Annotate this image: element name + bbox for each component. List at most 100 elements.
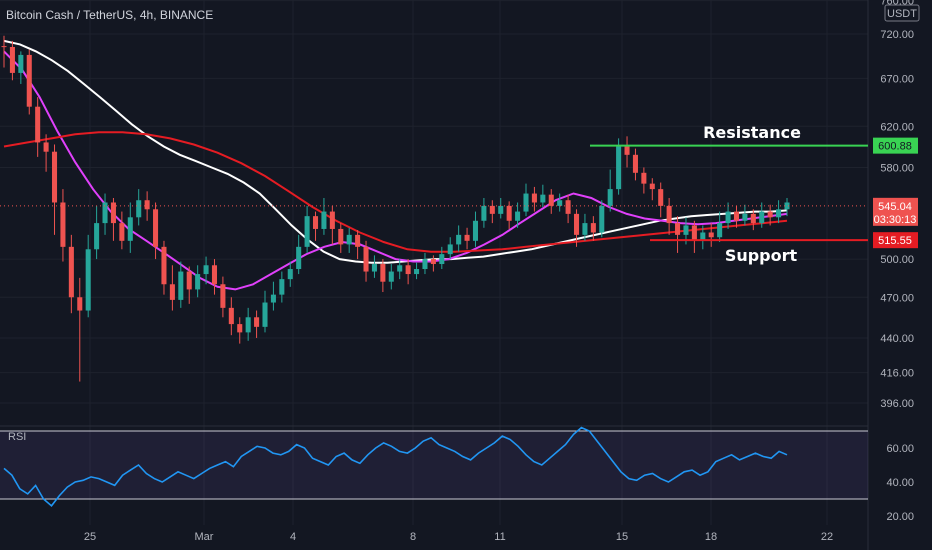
moving-average-line (3, 50, 788, 291)
candle-body (9, 46, 15, 73)
candles (1, 35, 790, 382)
last-price-text: 545.04 (878, 201, 912, 213)
price-tick-label: 620.00 (880, 121, 914, 133)
candle-body (784, 202, 790, 210)
rsi-label: RSI (8, 431, 26, 443)
candle-body (776, 209, 782, 218)
candle-body (632, 154, 638, 173)
price-tick-label: 760.00 (880, 0, 914, 8)
time-tick-label: 4 (290, 531, 296, 543)
support-label: Support (725, 246, 798, 265)
candle-body (489, 205, 495, 214)
candle-body (144, 200, 150, 210)
price-axis[interactable]: 760.00 720.00 670.00 620.00 580.00 500.00 470.… (873, 0, 918, 523)
candle-body (607, 189, 613, 206)
candle-body (211, 265, 218, 285)
candle-body (1, 46, 7, 48)
candle-body (481, 205, 487, 221)
candle-body (346, 234, 352, 245)
time-tick-label: 8 (410, 531, 416, 543)
candle-body (767, 211, 773, 218)
support-price-tag (873, 232, 918, 249)
candle-body (641, 172, 647, 184)
candle-body (565, 200, 571, 214)
candle-body (85, 249, 91, 311)
candle-body (43, 142, 49, 152)
countdown-text: 03:30:13 (874, 214, 917, 226)
rsi-tick-label: 40.00 (886, 477, 914, 489)
currency-badge-box[interactable] (884, 4, 920, 22)
candle-body (405, 265, 411, 275)
candle-body (658, 189, 664, 206)
candle-body (649, 183, 655, 190)
candle-body (733, 211, 740, 221)
price-tick-label: 670.00 (880, 73, 914, 85)
candle-body (548, 194, 554, 206)
candle-body (228, 307, 234, 325)
rsi-tick-label: 20.00 (886, 511, 914, 523)
candle-body (254, 317, 260, 327)
candle-body (388, 271, 394, 282)
candle-body (691, 225, 697, 241)
levels: Resistance Support (0, 123, 868, 265)
candle-body (312, 216, 319, 229)
candle-body (102, 202, 108, 224)
rsi-line (3, 426, 788, 507)
candle-body (666, 205, 672, 224)
candle-body (624, 146, 630, 155)
candle-body (237, 324, 243, 333)
candle-body (414, 269, 420, 275)
candle-body (321, 211, 327, 229)
candle-body (447, 244, 453, 255)
candle-body (397, 265, 403, 272)
candle-body (355, 234, 361, 247)
moving-average-line (3, 39, 788, 264)
candle-body (110, 202, 116, 224)
candle-body (245, 317, 251, 333)
price-tick-label: 470.00 (880, 292, 914, 304)
candle-body (119, 223, 125, 241)
candle-body (472, 220, 479, 241)
candle-body (363, 246, 369, 272)
candle-body (35, 106, 41, 143)
time-axis[interactable]: 25 Mar 4 8 11 15 18 22 (84, 531, 833, 543)
candle-body (725, 211, 731, 224)
candle-body (127, 217, 133, 241)
candle-body (557, 200, 563, 206)
candle-body (296, 246, 302, 270)
candle-body (287, 269, 293, 280)
candle-body (329, 211, 335, 229)
candle-body (153, 209, 159, 247)
candle-body (338, 228, 344, 245)
last-price-tag (873, 197, 918, 226)
candle-body (717, 223, 723, 238)
candle-body (700, 232, 706, 241)
candle-body (708, 232, 714, 238)
candle-body (616, 146, 622, 190)
candle-body (759, 211, 765, 224)
candle-body (675, 223, 681, 235)
rsi-tick-label: 60.00 (886, 443, 914, 455)
candle-body (279, 279, 285, 295)
rsi-panel: RSI (0, 426, 868, 507)
candle-body (186, 271, 192, 290)
candle-body (371, 264, 377, 272)
candle-body (573, 213, 580, 235)
time-tick-label: 18 (705, 531, 717, 543)
candle-body (68, 246, 74, 298)
price-tick-label: 720.00 (880, 29, 914, 41)
candle-body (464, 234, 470, 241)
price-tick-label: 416.00 (880, 368, 914, 380)
time-tick-label: 25 (84, 531, 96, 543)
candle-body (77, 297, 83, 311)
rsi-band-fill (0, 431, 868, 499)
moving-averages (3, 39, 788, 291)
candle-body (169, 284, 175, 300)
time-tick-label: 11 (494, 531, 505, 543)
candle-body (136, 200, 142, 218)
currency-badge: USDT (887, 8, 917, 20)
candle-body (195, 274, 201, 290)
candle-body (304, 216, 310, 247)
